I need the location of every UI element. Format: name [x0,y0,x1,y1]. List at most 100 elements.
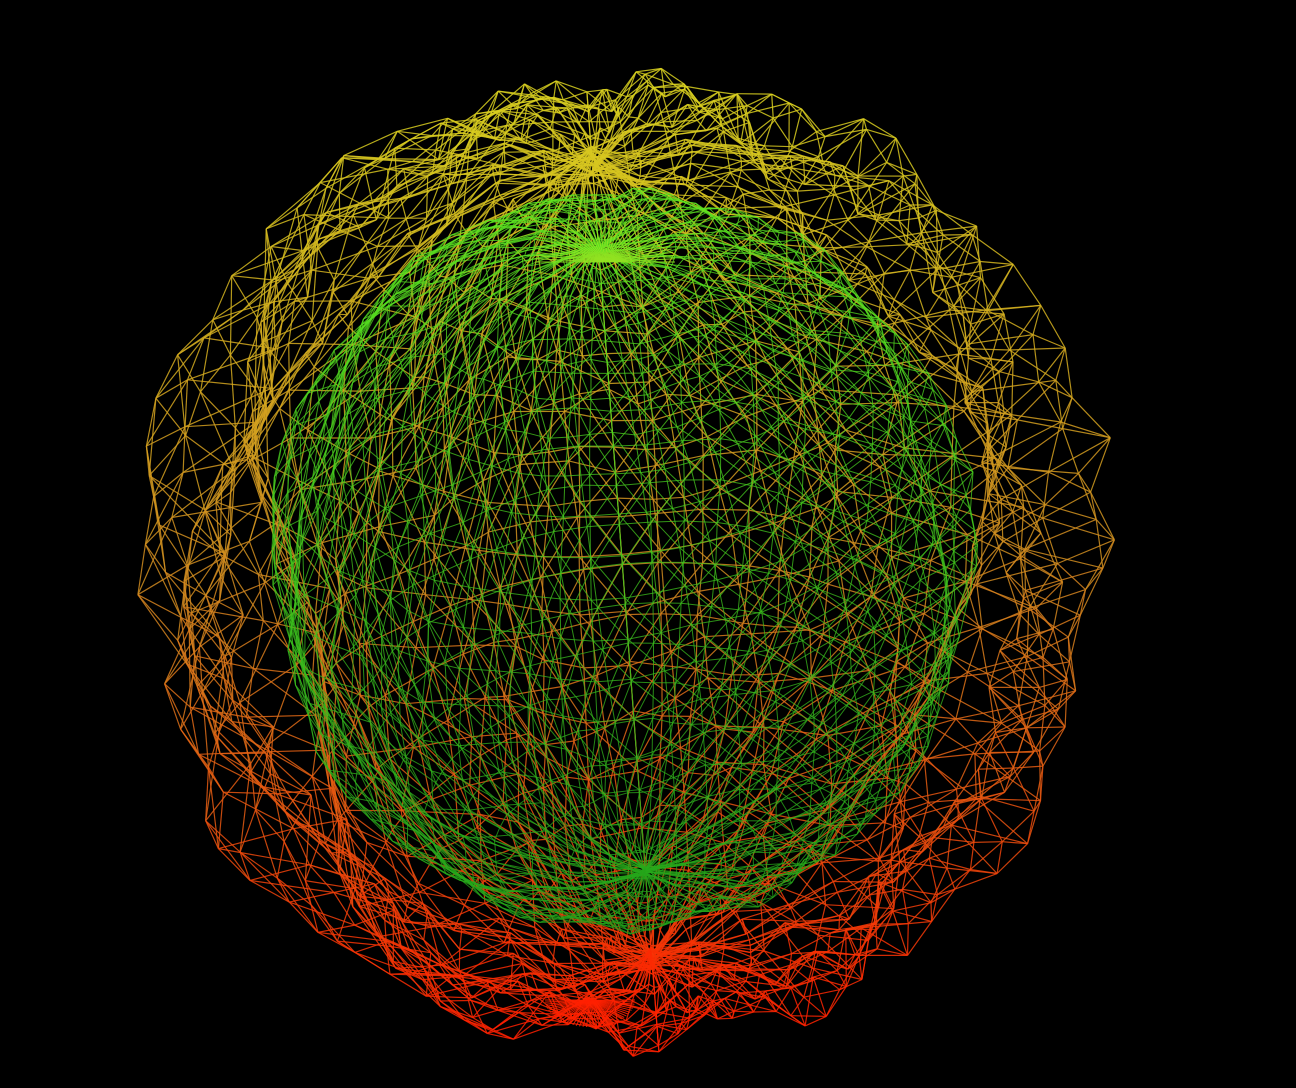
mesh-edge [271,269,312,284]
mesh-edge [148,398,157,476]
mesh-edge [804,161,831,185]
mesh-edge [698,107,704,113]
mesh-edge [289,901,355,926]
mesh-edge [1009,305,1042,351]
mesh-edge [462,179,501,210]
mesh-edge [893,269,911,300]
mesh-edge [689,379,720,397]
mesh-edge [426,995,472,999]
mesh-edge [605,138,611,141]
mesh-edge [718,91,738,96]
mesh-edge [348,288,385,328]
mesh-edge [927,801,952,826]
mesh-edge [473,394,495,453]
mesh-edge [317,924,355,933]
mesh-edge [930,559,971,579]
mesh-edge [415,647,465,699]
mesh-edge [313,326,349,368]
mesh-edge [589,121,621,137]
mesh-edge [492,180,501,202]
mesh-edge [860,530,892,558]
mesh-edge [365,522,368,588]
mesh-edge [660,86,688,113]
mesh-edge [514,504,518,556]
mesh-edge [499,123,515,141]
mesh-edge [669,130,707,132]
mesh-edge [252,620,264,669]
mesh-edge [895,138,904,177]
mesh-edge [673,100,715,172]
mesh-edge [319,226,361,240]
mesh-edge [555,80,564,100]
mesh-edge [254,317,258,389]
mesh-edge [982,387,989,424]
mesh-edge [904,447,995,459]
mesh-edge [551,151,554,176]
mesh-edge [204,509,226,554]
mesh-edge [646,123,673,128]
mesh-edge [577,516,619,518]
mesh-edge [864,266,868,275]
mesh-edge [677,139,686,156]
mesh-edge [263,228,267,319]
mesh-edge [924,248,934,293]
mesh-edge [597,89,603,109]
mesh-edge [590,135,625,147]
mesh-edge [697,99,715,108]
mesh-edge [868,232,922,243]
mesh-edge [333,214,354,281]
mesh-edge [746,404,777,417]
mesh-edge [625,610,672,652]
mesh-edge [192,530,221,555]
mesh-edge [842,165,859,214]
mesh-edge [1026,800,1042,844]
mesh-edge [636,1026,659,1046]
mesh-edge [452,128,476,133]
mesh-edge [797,188,834,192]
mesh-edge [932,836,974,843]
mesh-edge [387,161,413,170]
mesh-edge [953,261,981,307]
mesh-edge [969,411,989,452]
mesh-edge [730,172,770,191]
mesh-edge [224,492,232,557]
mesh-edge [311,223,320,254]
mesh-edge [674,134,679,156]
mesh-edge [634,180,638,185]
mesh-edge [679,172,731,205]
mesh-edge [1024,549,1026,591]
mesh-edge [311,320,324,344]
mesh-edge [350,277,370,302]
mesh-edge [808,395,847,431]
mesh-edge [836,484,854,497]
mesh-edge [780,158,806,185]
mesh-edge [751,922,786,966]
mesh-edge [652,498,692,546]
mesh-edge [832,188,849,221]
mesh-edge [753,1010,777,1013]
mesh-edge [818,247,868,268]
mesh-edge [854,544,888,576]
mesh-edge [231,246,272,277]
mesh-edge [311,245,378,271]
mesh-edge [567,103,589,113]
mesh-edge [750,102,790,149]
mesh-edge [1012,671,1059,710]
mesh-edge [920,209,937,234]
mesh-edge [513,109,544,125]
mesh-edge [303,214,389,219]
mesh-edge [521,451,549,456]
mesh-edge [846,613,899,649]
mesh-edge [377,245,419,247]
mesh-edge [942,234,981,262]
mesh-edge [566,107,581,142]
mesh-edge [660,106,698,114]
mesh-edge [578,501,581,557]
mesh-edge [759,672,780,676]
mesh-edge [728,144,737,151]
mesh-edge [740,142,765,147]
mesh-edge [542,659,545,714]
mesh-edge [852,484,862,532]
mesh-edge [735,253,753,276]
mesh-edge [787,336,807,350]
